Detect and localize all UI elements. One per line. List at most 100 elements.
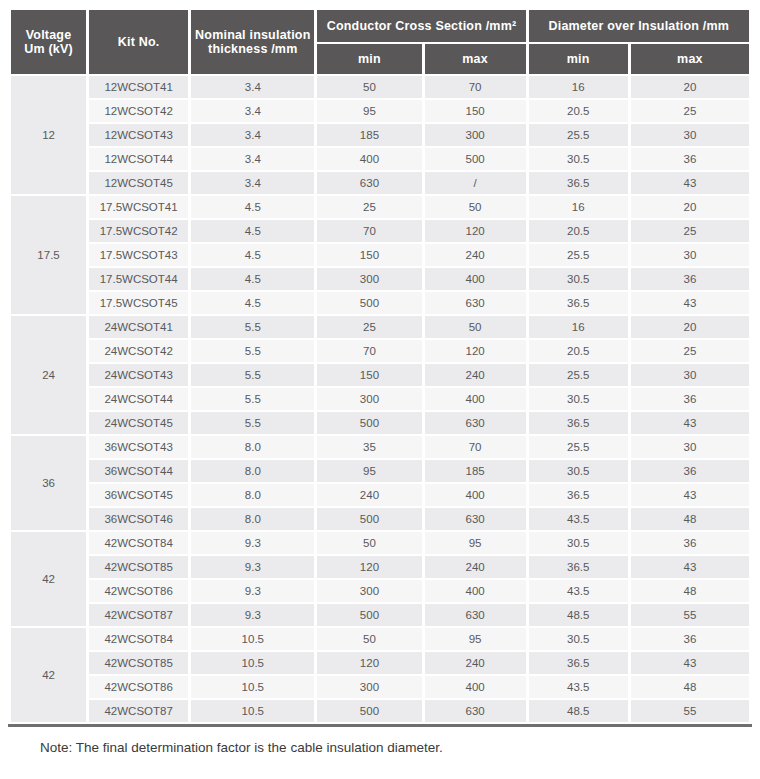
- ccs-max-cell: 120: [425, 220, 526, 242]
- dia-min-cell: 48.5: [529, 700, 628, 722]
- table-row: 2424WCSOT415.525501620: [11, 316, 749, 338]
- kit-no-cell: 24WCSOT44: [89, 388, 188, 410]
- voltage-cell: 42: [11, 532, 86, 626]
- spec-table: Voltage Um (kV) Kit No. Nominal insulati…: [8, 8, 752, 724]
- table-row: 17.5WCSOT434.515024025.530: [11, 244, 749, 266]
- ccs-min-cell: 240: [317, 484, 421, 506]
- dia-min-cell: 43.5: [529, 508, 628, 530]
- dia-min-cell: 36.5: [529, 292, 628, 314]
- dia-min-cell: 36.5: [529, 652, 628, 674]
- ccs-min-cell: 50: [317, 532, 421, 554]
- table-row: 42WCSOT8710.550063048.555: [11, 700, 749, 722]
- dia-min-cell: 36.5: [529, 556, 628, 578]
- ccs-max-cell: 630: [425, 604, 526, 626]
- table-body: 1212WCSOT413.45070162012WCSOT423.4951502…: [11, 76, 749, 722]
- ccs-min-cell: 95: [317, 100, 421, 122]
- thickness-cell: 5.5: [191, 412, 314, 434]
- dia-max-cell: 43: [631, 556, 749, 578]
- table-row: 24WCSOT445.530040030.536: [11, 388, 749, 410]
- kit-no-cell: 24WCSOT41: [89, 316, 188, 338]
- ccs-min-cell: 300: [317, 580, 421, 602]
- kit-no-cell: 17.5WCSOT43: [89, 244, 188, 266]
- thickness-cell: 5.5: [191, 340, 314, 362]
- table-row: 24WCSOT435.515024025.530: [11, 364, 749, 386]
- dia-max-cell: 20: [631, 316, 749, 338]
- thickness-cell: 8.0: [191, 436, 314, 458]
- dia-max-cell: 55: [631, 700, 749, 722]
- kit-no-cell: 12WCSOT41: [89, 76, 188, 98]
- dia-min-cell: 25.5: [529, 364, 628, 386]
- kit-no-cell: 12WCSOT44: [89, 148, 188, 170]
- table-header: Voltage Um (kV) Kit No. Nominal insulati…: [11, 10, 749, 74]
- col-header-dia-max: max: [631, 44, 749, 74]
- dia-min-cell: 20.5: [529, 340, 628, 362]
- table-row: 42WCSOT8510.512024036.543: [11, 652, 749, 674]
- kit-no-cell: 17.5WCSOT42: [89, 220, 188, 242]
- dia-max-cell: 36: [631, 460, 749, 482]
- dia-max-cell: 43: [631, 292, 749, 314]
- dia-max-cell: 36: [631, 388, 749, 410]
- ccs-max-cell: 630: [425, 700, 526, 722]
- thickness-cell: 9.3: [191, 580, 314, 602]
- thickness-cell: 5.5: [191, 316, 314, 338]
- ccs-max-cell: 150: [425, 100, 526, 122]
- table-row: 17.5WCSOT454.550063036.543: [11, 292, 749, 314]
- dia-min-cell: 25.5: [529, 244, 628, 266]
- ccs-max-cell: 240: [425, 556, 526, 578]
- col-header-conductor-cross-section: Conductor Cross Section /mm²: [317, 10, 525, 42]
- dia-max-cell: 30: [631, 244, 749, 266]
- thickness-cell: 10.5: [191, 700, 314, 722]
- dia-min-cell: 30.5: [529, 148, 628, 170]
- thickness-cell: 3.4: [191, 100, 314, 122]
- page: Voltage Um (kV) Kit No. Nominal insulati…: [0, 0, 760, 779]
- table-row: 36WCSOT448.09518530.536: [11, 460, 749, 482]
- col-header-thickness-line1: Nominal insulation: [193, 28, 312, 42]
- ccs-max-cell: 240: [425, 244, 526, 266]
- voltage-cell: 12: [11, 76, 86, 194]
- ccs-min-cell: 150: [317, 244, 421, 266]
- dia-max-cell: 20: [631, 76, 749, 98]
- ccs-min-cell: 25: [317, 316, 421, 338]
- dia-max-cell: 20: [631, 196, 749, 218]
- kit-no-cell: 42WCSOT86: [89, 580, 188, 602]
- table-row: 4242WCSOT849.3509530.536: [11, 532, 749, 554]
- kit-no-cell: 36WCSOT46: [89, 508, 188, 530]
- ccs-max-cell: 50: [425, 196, 526, 218]
- table-row: 24WCSOT425.57012020.525: [11, 340, 749, 362]
- ccs-max-cell: 120: [425, 340, 526, 362]
- dia-min-cell: 30.5: [529, 532, 628, 554]
- dia-min-cell: 25.5: [529, 124, 628, 146]
- dia-min-cell: 16: [529, 76, 628, 98]
- kit-no-cell: 42WCSOT87: [89, 604, 188, 626]
- ccs-max-cell: 50: [425, 316, 526, 338]
- kit-no-cell: 36WCSOT43: [89, 436, 188, 458]
- ccs-min-cell: 500: [317, 412, 421, 434]
- ccs-max-cell: 400: [425, 268, 526, 290]
- col-header-diameter-over-insulation: Diameter over Insulation /mm: [529, 10, 749, 42]
- dia-min-cell: 20.5: [529, 100, 628, 122]
- ccs-max-cell: 95: [425, 532, 526, 554]
- dia-max-cell: 48: [631, 508, 749, 530]
- dia-min-cell: 30.5: [529, 388, 628, 410]
- kit-no-cell: 12WCSOT42: [89, 100, 188, 122]
- table-row: 12WCSOT433.418530025.530: [11, 124, 749, 146]
- table-row: 42WCSOT859.312024036.543: [11, 556, 749, 578]
- table-row: 12WCSOT443.440050030.536: [11, 148, 749, 170]
- kit-no-cell: 42WCSOT86: [89, 676, 188, 698]
- kit-no-cell: 17.5WCSOT41: [89, 196, 188, 218]
- dia-min-cell: 36.5: [529, 484, 628, 506]
- dia-max-cell: 30: [631, 364, 749, 386]
- thickness-cell: 3.4: [191, 172, 314, 194]
- col-header-voltage: Voltage Um (kV): [11, 10, 86, 74]
- table-row: 4242WCSOT8410.5509530.536: [11, 628, 749, 650]
- col-header-thickness: Nominal insulation thickness /mm: [191, 10, 314, 74]
- dia-max-cell: 55: [631, 604, 749, 626]
- dia-min-cell: 30.5: [529, 628, 628, 650]
- ccs-min-cell: 50: [317, 628, 421, 650]
- table-row: 17.5WCSOT444.530040030.536: [11, 268, 749, 290]
- dia-min-cell: 25.5: [529, 436, 628, 458]
- dia-max-cell: 25: [631, 100, 749, 122]
- voltage-cell: 17.5: [11, 196, 86, 314]
- ccs-max-cell: 300: [425, 124, 526, 146]
- thickness-cell: 3.4: [191, 76, 314, 98]
